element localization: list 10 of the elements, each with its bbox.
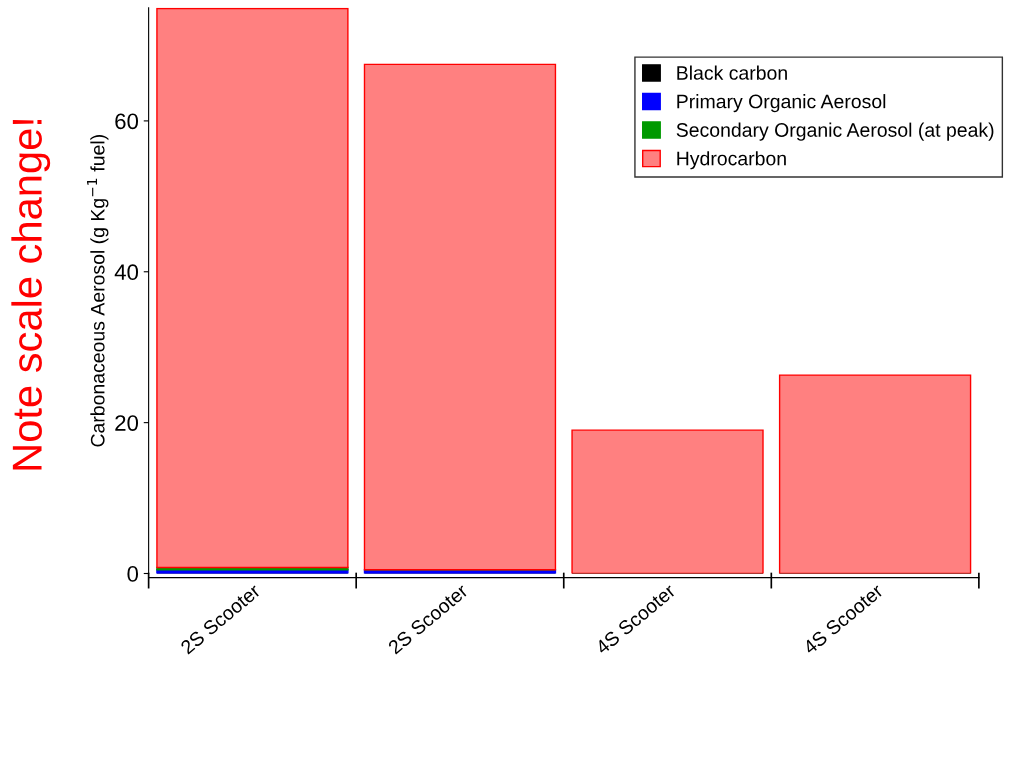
legend-label: Primary Organic Aerosol xyxy=(677,94,886,113)
y-tick-label: 20 xyxy=(115,415,139,431)
legend-label: Black carbon xyxy=(677,65,787,80)
y-tick-label: 0 xyxy=(127,566,139,582)
legend-label: Secondary Organic Aerosol (at peak) xyxy=(676,122,994,141)
y-axis-title: Carbonaceous Aerosol (g Kg$^{−1}$ fuel) xyxy=(87,135,109,447)
legend-label: Hydrocarbon xyxy=(677,151,786,170)
y-tick-label: 60 xyxy=(115,113,139,130)
y-tick-label: 40 xyxy=(114,264,139,281)
text: Note scale change! xyxy=(11,119,51,470)
